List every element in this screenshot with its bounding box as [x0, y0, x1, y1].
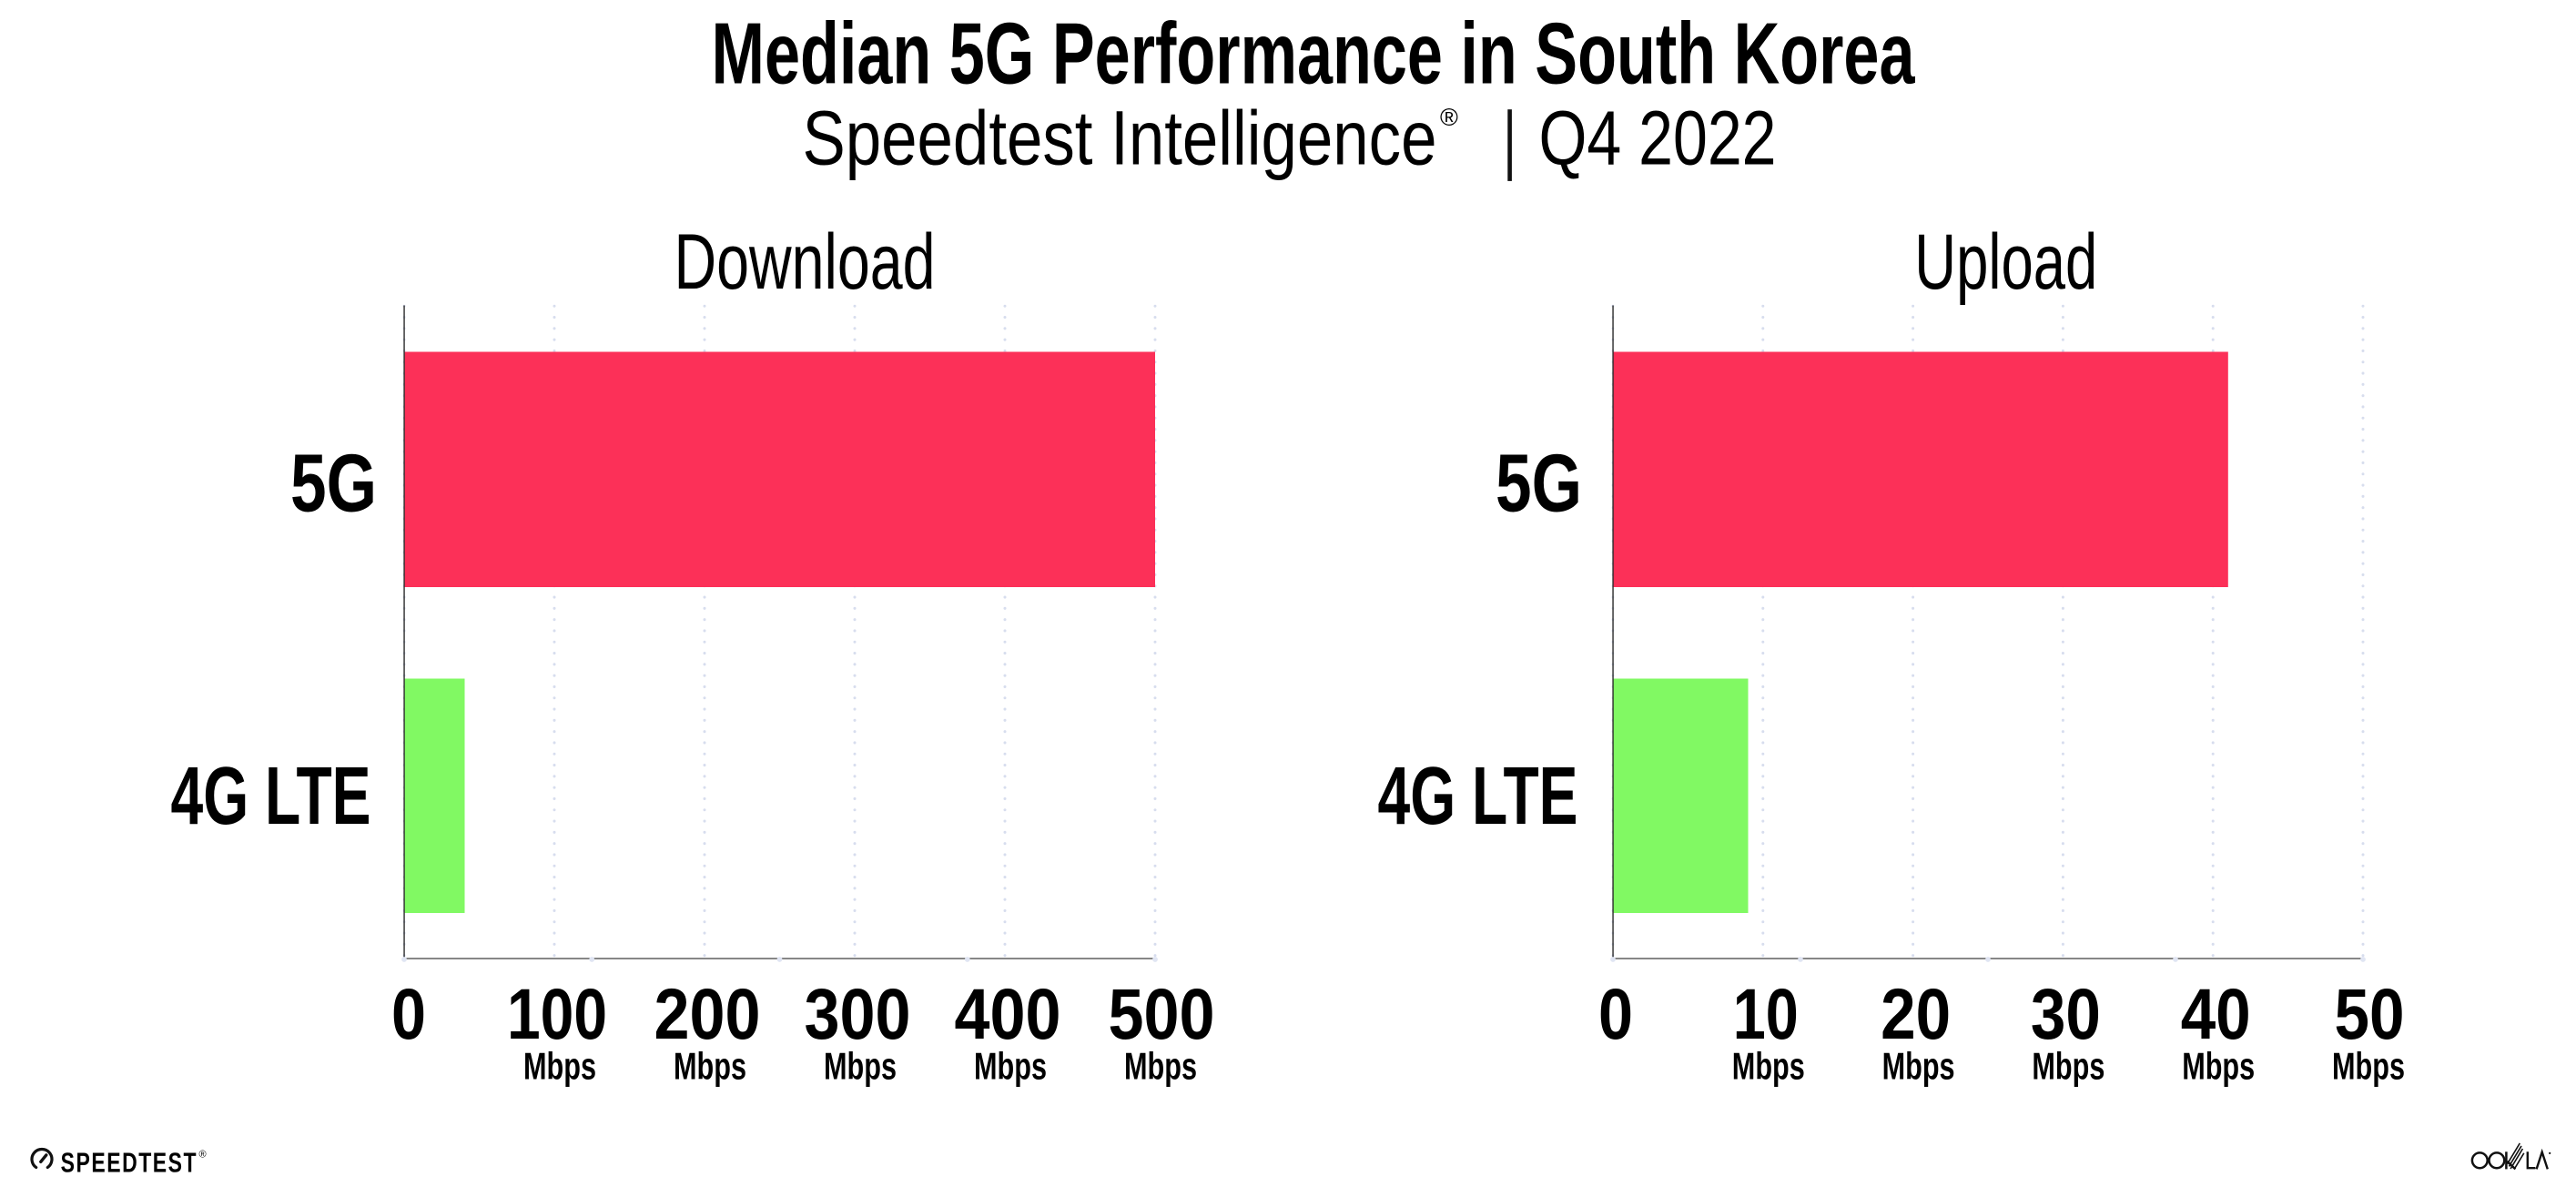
svg-text:®: ® [1440, 104, 1458, 131]
svg-text:20: 20 [1881, 974, 1951, 1054]
svg-text:30: 30 [2031, 974, 2101, 1054]
svg-text:10: 10 [1733, 974, 1799, 1054]
svg-text:400: 400 [955, 974, 1061, 1054]
svg-text:50: 50 [2335, 974, 2405, 1054]
svg-text:Mbps: Mbps [674, 1046, 746, 1088]
svg-text:Mbps: Mbps [1732, 1046, 1805, 1088]
svg-text:4G LTE: 4G LTE [171, 750, 371, 842]
svg-text:Upload: Upload [1914, 218, 2097, 306]
svg-text:Mbps: Mbps [2032, 1046, 2104, 1088]
svg-text:Mbps: Mbps [1124, 1046, 1197, 1088]
svg-text:0: 0 [391, 974, 426, 1054]
svg-text:5G: 5G [1496, 437, 1582, 529]
svg-text:Mbps: Mbps [1882, 1046, 1955, 1088]
svg-text:Mbps: Mbps [2332, 1046, 2405, 1088]
svg-text:500: 500 [1109, 974, 1215, 1054]
svg-text:®: ® [199, 1150, 207, 1161]
svg-text:Download: Download [674, 218, 936, 306]
svg-text:0: 0 [1598, 974, 1633, 1054]
svg-text:Mbps: Mbps [523, 1046, 596, 1088]
svg-text:SPEEDTEST: SPEEDTEST [61, 1148, 198, 1179]
svg-text:Speedtest Intelligence: Speedtest Intelligence [803, 96, 1437, 181]
svg-text:300: 300 [805, 974, 911, 1054]
svg-text:100: 100 [507, 974, 607, 1054]
svg-text:5G: 5G [290, 437, 377, 529]
svg-text:Q4 2022: Q4 2022 [1539, 96, 1777, 181]
svg-text:4G LTE: 4G LTE [1378, 750, 1578, 842]
svg-text:Mbps: Mbps [824, 1046, 897, 1088]
svg-text:Mbps: Mbps [974, 1046, 1047, 1088]
svg-text:200: 200 [654, 974, 761, 1054]
svg-text:Median 5G Performance in South: Median 5G Performance in South Korea [712, 6, 1916, 103]
svg-text:Mbps: Mbps [2182, 1046, 2255, 1088]
svg-text:40: 40 [2181, 974, 2251, 1054]
